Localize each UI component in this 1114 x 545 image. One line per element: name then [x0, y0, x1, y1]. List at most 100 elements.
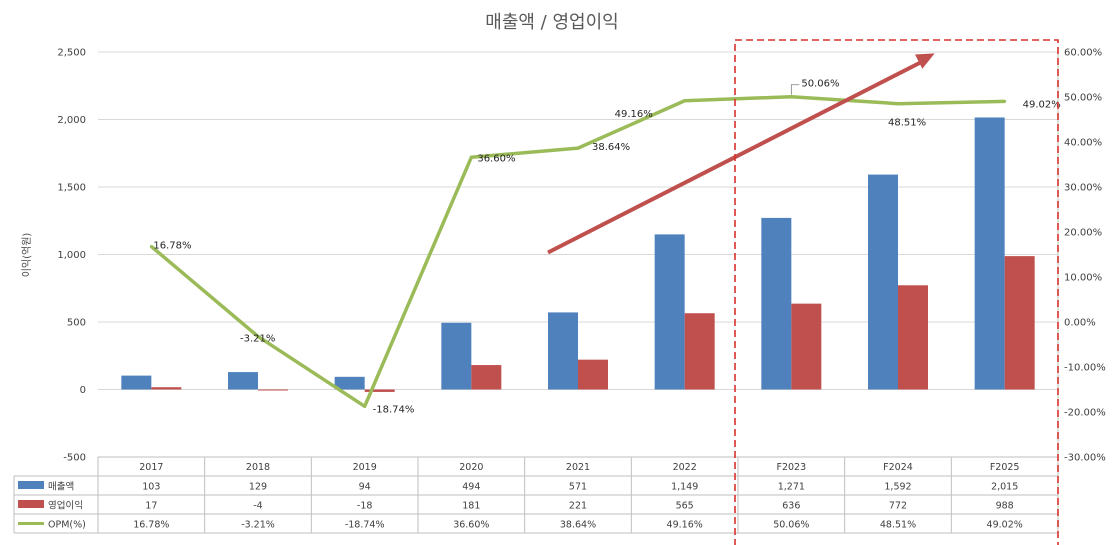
opm-data-label: 38.64%: [592, 142, 630, 153]
trend-arrow: [547, 53, 935, 255]
table-cell: 94: [359, 482, 371, 493]
table-cell: 16.78%: [133, 520, 169, 531]
opm-data-label: 36.60%: [477, 153, 515, 164]
table-cell: 494: [462, 482, 480, 493]
revenue-bar: [974, 117, 1005, 390]
table-cell: 17: [145, 501, 157, 512]
table-cell: 772: [889, 501, 907, 512]
table-cell: -3.21%: [241, 520, 275, 531]
table-cell: 2,015: [991, 482, 1018, 493]
table-category-cell: 2017: [139, 462, 163, 473]
opm-point: [469, 155, 473, 159]
table-cell: 36.60%: [453, 520, 489, 531]
opm-point: [896, 102, 900, 106]
revenue-bar: [761, 217, 792, 390]
table-cell: 571: [569, 482, 587, 493]
table-category-cell: F2024: [883, 462, 913, 473]
gridlines: [98, 51, 1058, 458]
y-right-tick-label: 60.00%: [1064, 48, 1102, 59]
operating-profit-bar: [684, 313, 715, 390]
operating-profit-bar: [364, 389, 395, 392]
opm-data-label: -18.74%: [373, 404, 415, 415]
opm-point: [363, 404, 367, 408]
opm-data-label: -3.21%: [240, 333, 275, 344]
table-category-cell: 2020: [459, 462, 483, 473]
data-table: 2017 2018 2019 2020 2021 2022 F2023 F2024 F2025 매…: [13, 456, 1059, 534]
opm-data-label: 48.51%: [888, 118, 926, 129]
bars: [121, 117, 1035, 392]
table-cell: 988: [996, 501, 1014, 512]
y-left-tick-label: 2,500: [57, 48, 86, 59]
trend-arrow-shaft: [547, 58, 926, 255]
table-row-label: 매출액: [48, 481, 74, 493]
y-right-tick-label: 30.00%: [1064, 183, 1102, 194]
y-right-tick-label: -10.00%: [1064, 363, 1106, 374]
opm-data-label: 50.06%: [801, 79, 839, 90]
table-cell: 1,149: [671, 482, 698, 493]
y-right-tick-label: 50.00%: [1064, 93, 1102, 104]
operating-profit-bar: [258, 389, 288, 391]
opm-point: [683, 99, 687, 103]
table-cell: 129: [249, 482, 267, 493]
opm-point: [149, 244, 153, 248]
table-row-label: 영업이익: [48, 500, 83, 512]
table-cell: -4: [253, 501, 262, 512]
table-cell: 1,271: [778, 482, 805, 493]
table-row-label: OPM(%): [48, 520, 86, 531]
y-left-tick-label: 1,500: [57, 183, 86, 194]
opm-point: [576, 146, 580, 150]
operating-profit-bar: [471, 365, 502, 390]
table-cell: 221: [569, 501, 587, 512]
revenue-bar: [868, 174, 898, 390]
opm-data-label: 49.16%: [615, 109, 653, 120]
revenue-bar: [441, 322, 472, 390]
operating-profit-bar: [151, 387, 182, 390]
table-category-cell: 2022: [673, 462, 697, 473]
y-right-tick-label: 40.00%: [1064, 138, 1102, 149]
revenue-bar: [228, 372, 258, 390]
table-cell: 49.16%: [667, 520, 703, 531]
chart-title: 매출액 / 영업이익: [485, 12, 618, 33]
operating-profit-bar: [578, 359, 608, 390]
revenue-bar: [548, 312, 578, 390]
y-left-tick-label: 2,000: [57, 115, 86, 126]
operating-profit-bar: [898, 285, 928, 390]
table-cell: 49.02%: [987, 520, 1023, 531]
table-category-cell: 2018: [246, 462, 270, 473]
opm-data-label: 49.02%: [1023, 99, 1061, 110]
table-cell: 1,592: [884, 482, 911, 493]
table-cell: 181: [462, 501, 480, 512]
y-right-tick-label: -20.00%: [1064, 408, 1106, 419]
table-cell: -18: [357, 501, 373, 512]
table-category-cell: F2025: [990, 462, 1020, 473]
table-cell: 565: [676, 501, 694, 512]
opm-data-label: 16.78%: [153, 240, 191, 251]
legend-swatch: [18, 481, 44, 489]
operating-profit-bar: [791, 303, 822, 390]
opm-line: 16.78% -3.21% -18.74% 36.60% 38.64% 49.16% 50.…: [149, 79, 1061, 415]
trend-arrow-head: [915, 53, 935, 69]
table-cell: -18.74%: [345, 520, 385, 531]
opm-point: [789, 95, 793, 99]
table-category-cell: 2019: [353, 462, 377, 473]
y-right-tick-label: 0.00%: [1064, 318, 1096, 329]
y-left-tick-label: -500: [63, 453, 86, 464]
table-category-cell: F2023: [777, 462, 807, 473]
y-left-tick-label: 500: [67, 318, 86, 329]
opm-point: [1003, 99, 1007, 103]
label-leader-line: [790, 84, 800, 95]
table-cell: 48.51%: [880, 520, 916, 531]
legend-swatch: [18, 500, 44, 508]
revenue-bar: [121, 375, 152, 390]
y-right-tick-label: 20.00%: [1064, 228, 1102, 239]
y-left-tick-label: 0: [80, 385, 86, 396]
table-category-cell: 2021: [566, 462, 590, 473]
y-left-tick-label: 1,000: [57, 250, 86, 261]
table-cell: 636: [782, 501, 800, 512]
y-axis-label: 이익(억원): [21, 233, 33, 278]
axes: -500 0 500 1,000 1,500 2,000 2,500 -30.00% -20.0…: [57, 48, 1105, 464]
operating-profit-bar: [1004, 256, 1035, 390]
y-right-tick-label: 10.00%: [1064, 273, 1102, 284]
table-cell: 103: [142, 482, 160, 493]
